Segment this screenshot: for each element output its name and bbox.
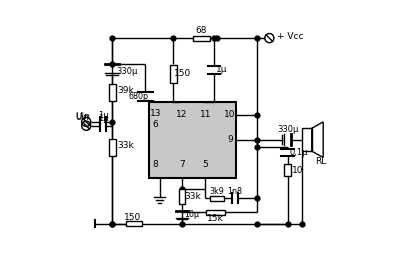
Bar bbox=[206, 210, 225, 215]
Bar bbox=[126, 221, 142, 226]
Bar bbox=[302, 128, 312, 151]
Text: 10μ: 10μ bbox=[184, 210, 199, 219]
Text: Uin: Uin bbox=[75, 112, 90, 121]
Bar bbox=[109, 84, 116, 101]
Text: 5: 5 bbox=[202, 160, 208, 169]
Text: 10: 10 bbox=[224, 110, 235, 119]
Bar bbox=[284, 164, 291, 176]
Bar bbox=[170, 65, 177, 83]
Text: 33k: 33k bbox=[184, 192, 201, 201]
Text: 1μ: 1μ bbox=[98, 114, 108, 123]
Text: 680p: 680p bbox=[128, 92, 148, 101]
Text: 13: 13 bbox=[150, 108, 161, 118]
Text: RL: RL bbox=[315, 157, 326, 166]
Text: 1μ: 1μ bbox=[98, 111, 108, 120]
Bar bbox=[149, 102, 236, 178]
Text: 330μ: 330μ bbox=[116, 67, 138, 76]
Text: Uin: Uin bbox=[76, 113, 90, 122]
Text: 330μ: 330μ bbox=[277, 124, 298, 134]
Text: 11: 11 bbox=[200, 110, 211, 119]
Bar bbox=[210, 196, 224, 201]
Text: 1μ: 1μ bbox=[216, 65, 227, 74]
Bar bbox=[193, 36, 210, 41]
Text: + Vcc: + Vcc bbox=[278, 32, 304, 41]
Text: 68: 68 bbox=[196, 26, 207, 35]
Text: 12: 12 bbox=[176, 110, 188, 119]
Text: 150: 150 bbox=[124, 213, 141, 222]
Text: 7: 7 bbox=[179, 160, 185, 169]
Text: 150: 150 bbox=[174, 69, 191, 78]
Text: 9: 9 bbox=[227, 135, 233, 144]
Bar bbox=[109, 139, 116, 155]
Text: 0,1μ: 0,1μ bbox=[289, 148, 308, 157]
Bar bbox=[179, 189, 185, 204]
Text: 10: 10 bbox=[292, 166, 303, 175]
Text: 8: 8 bbox=[153, 160, 158, 169]
Text: 15k: 15k bbox=[207, 214, 224, 223]
Text: 1n8: 1n8 bbox=[228, 186, 242, 196]
Text: 33k: 33k bbox=[117, 141, 134, 150]
Text: 39k: 39k bbox=[117, 86, 134, 95]
Text: 6: 6 bbox=[153, 120, 158, 129]
Text: 3k9: 3k9 bbox=[209, 186, 224, 196]
